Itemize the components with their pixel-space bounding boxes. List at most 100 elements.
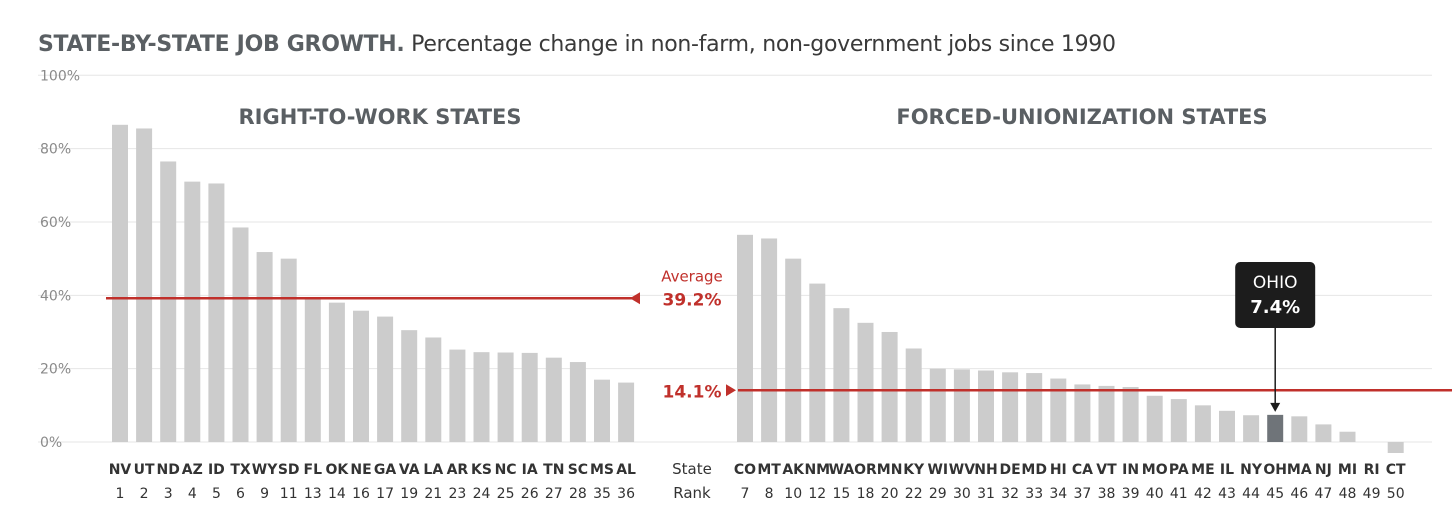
state-rank-ia: 26 [521, 486, 539, 502]
bar-sc [569, 362, 586, 442]
state-abbr-ca: CA [1072, 462, 1093, 478]
bar-sd [280, 258, 297, 442]
bar-oh [1267, 414, 1284, 442]
state-abbr-ky: KY [903, 462, 925, 478]
state-rank-nj: 47 [1314, 486, 1332, 502]
state-abbr-il: IL [1220, 462, 1234, 478]
rank-label: Rank [673, 484, 711, 502]
state-rank-hi: 34 [1049, 486, 1067, 502]
state-rank-sd: 11 [280, 486, 298, 502]
chart-title-subtitle: Percentage change in non-farm, non-gover… [411, 32, 1116, 57]
bar-va [401, 330, 418, 442]
state-abbr-nd: ND [157, 462, 180, 478]
state-abbr-az: AZ [182, 462, 203, 478]
state-rank-tx: 6 [236, 486, 245, 502]
bar-id [208, 183, 225, 442]
state-rank-mt: 8 [765, 486, 774, 502]
state-rank-ar: 23 [448, 486, 466, 502]
y-axis: 0% 20% 40% 60% 80% 100% [40, 68, 80, 451]
state-abbr-al: AL [616, 462, 636, 478]
callout-arrowhead [1270, 402, 1281, 412]
state-abbr-wy: WY [252, 462, 278, 478]
state-rank-la: 21 [424, 486, 442, 502]
state-rank-in: 39 [1122, 486, 1140, 502]
state-rank-wa: 15 [832, 486, 850, 502]
state-abbr-vt: VT [1096, 462, 1117, 478]
callout-value: 7.4% [1250, 297, 1300, 318]
state-abbr-mt: MT [757, 462, 781, 478]
bar-wa [833, 308, 850, 442]
bar-ca [1074, 384, 1091, 442]
bar-in [1122, 386, 1139, 442]
state-rank-ny: 44 [1242, 486, 1260, 502]
bar-fl [304, 297, 321, 442]
state-abbr-ma: MA [1287, 462, 1312, 478]
bar-nm [809, 283, 826, 442]
x-axis-labels: NV1UT2ND3AZ4ID5TX6WY9SD11FL13OK14NE16GA1… [109, 462, 1406, 502]
bar-nc [497, 352, 514, 442]
state-rank-ne: 16 [352, 486, 370, 502]
bar-wi [929, 368, 946, 442]
state-rank-ky: 22 [905, 486, 923, 502]
state-abbr-ri: RI [1364, 462, 1380, 478]
average-arrow-right-to-work [630, 292, 640, 305]
bar-wv [953, 369, 970, 442]
state-abbr-mn: MN [877, 462, 903, 478]
state-abbr-va: VA [399, 462, 420, 478]
y-tick-label: 20% [40, 362, 71, 378]
bar-nv [112, 124, 128, 442]
state-rank-ma: 46 [1290, 486, 1308, 502]
state-rank-va: 19 [400, 486, 418, 502]
state-rank-mn: 20 [881, 486, 899, 502]
state-rank-sc: 28 [569, 486, 587, 502]
bar-nh [978, 370, 994, 442]
state-abbr-wv: WV [949, 462, 975, 478]
bar-tn [545, 357, 562, 442]
average-value-forced-unionization: 14.1% [663, 382, 722, 402]
bar-nj [1315, 424, 1332, 442]
bar-ar [449, 349, 466, 442]
state-rank-nv: 1 [116, 486, 125, 502]
bar-az [184, 181, 201, 442]
bar-tx [232, 227, 249, 442]
bar-ak [785, 258, 802, 442]
state-rank-ut: 2 [140, 486, 149, 502]
state-rank-nh: 31 [977, 486, 995, 502]
bar-mt [761, 238, 778, 442]
state-abbr-mo: MO [1142, 462, 1168, 478]
state-rank-wi: 29 [929, 486, 947, 502]
state-abbr-mi: MI [1338, 462, 1357, 478]
state-abbr-id: ID [208, 462, 225, 478]
state-rank-ak: 10 [784, 486, 802, 502]
group-title-forced-unionization: FORCED-UNIONIZATION STATES [896, 105, 1267, 129]
callout-box [1235, 262, 1316, 328]
bar-wy [256, 252, 273, 442]
state-rank-fl: 13 [304, 486, 322, 502]
bar-il [1219, 410, 1235, 442]
state-rank-il: 43 [1218, 486, 1236, 502]
bar-mo [1146, 395, 1163, 442]
state-abbr-pa: PA [1169, 462, 1189, 478]
state-abbr-ut: UT [134, 462, 155, 478]
bar-ok [328, 302, 345, 442]
bar-ks [473, 352, 490, 442]
y-tick-label: 40% [40, 288, 71, 304]
state-abbr-tx: TX [230, 462, 251, 478]
bar-de [1002, 372, 1019, 442]
state-abbr-de: DE [1000, 462, 1021, 478]
state-abbr-oh: OH [1263, 462, 1287, 478]
bar-ma [1291, 416, 1308, 442]
state-abbr-fl: FL [304, 462, 323, 478]
state-abbr-wa: WA [829, 462, 855, 478]
bar-mi [1339, 431, 1356, 442]
state-abbr-hi: HI [1050, 462, 1067, 478]
state-abbr-ny: NY [1240, 462, 1263, 478]
state-rank-vt: 38 [1098, 486, 1116, 502]
state-rank-co: 7 [741, 486, 750, 502]
state-rank-mi: 48 [1339, 486, 1357, 502]
y-tick-label: 100% [40, 68, 80, 84]
bar-ga [377, 316, 394, 442]
state-rank-ok: 14 [328, 486, 346, 502]
state-rank-nc: 25 [497, 486, 515, 502]
state-abbr-ks: KS [471, 462, 492, 478]
